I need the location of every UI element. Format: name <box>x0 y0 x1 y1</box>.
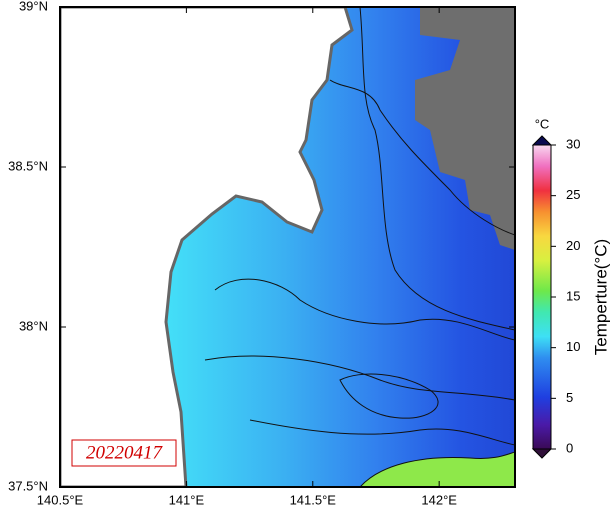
colorbar-min-arrow <box>531 448 553 459</box>
colorbar-max-arrow <box>531 135 553 146</box>
contour <box>339 373 439 419</box>
y-tick-label: 39°N <box>19 0 48 13</box>
contour <box>214 278 515 341</box>
colorbar-title: Temperture(°C) <box>591 239 610 355</box>
colorbar-tick-label: 10 <box>566 339 580 354</box>
contour <box>329 79 515 236</box>
colorbar-tick-label: 30 <box>566 136 580 151</box>
x-tick-label: 142°E <box>421 492 457 507</box>
contour <box>359 7 515 331</box>
map-frame <box>59 6 516 488</box>
missing-data <box>415 7 515 250</box>
land <box>60 7 354 487</box>
colorbar-tick-label: 20 <box>566 238 580 253</box>
colorbar <box>532 144 552 450</box>
x-tick-label: 140.5°E <box>37 492 84 507</box>
contour <box>249 419 515 446</box>
y-tick-label: 38°N <box>19 318 48 333</box>
date-label: 20220417 <box>86 442 164 463</box>
y-tick-label: 37.5°N <box>8 478 48 493</box>
x-tick-label: 141°E <box>169 492 205 507</box>
colorbar-tick-label: 0 <box>566 440 573 455</box>
colorbar-tick-label: 5 <box>566 390 573 405</box>
contour <box>204 355 515 401</box>
colorbar-unit: °C <box>535 116 550 131</box>
date-box <box>71 439 177 467</box>
map-area <box>60 7 515 487</box>
warm-water <box>359 451 515 487</box>
y-tick-label: 38.5°N <box>8 158 48 173</box>
colorbar-tick-label: 25 <box>566 187 580 202</box>
colorbar-tick-label: 15 <box>566 288 580 303</box>
x-tick-label: 141.5°E <box>290 492 337 507</box>
